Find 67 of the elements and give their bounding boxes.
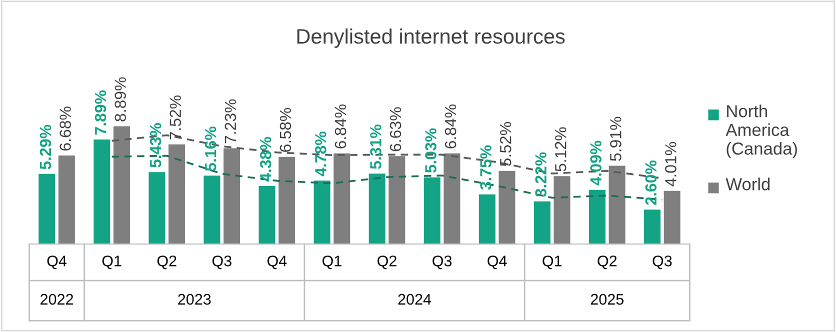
data-label: 6.58% (280, 108, 292, 152)
data-label: 7.23% (224, 99, 236, 144)
bar (314, 180, 330, 244)
x-tick-label: Q1 (542, 256, 562, 270)
data-label: 6.84% (334, 104, 346, 148)
bar (588, 190, 606, 244)
text: 2023 (178, 294, 211, 305)
bar (424, 177, 440, 244)
x-tick-label: Q2 (157, 256, 176, 270)
text: 2024 (398, 294, 432, 305)
data-label: 8.89% (114, 77, 126, 122)
data-label: 5.31% (370, 124, 382, 169)
x-tick-label: Q1 (322, 256, 342, 270)
data-label: 5.52% (500, 122, 512, 166)
bar (278, 156, 296, 244)
bar (148, 172, 166, 244)
data-label: 7.52% (170, 95, 182, 140)
x-tick-label: Q3 (432, 256, 452, 270)
bar (478, 194, 496, 244)
bar (38, 174, 56, 244)
data-label: 3.75% (480, 145, 492, 190)
data-label: 4.38% (260, 136, 272, 182)
data-label: 5.43% (150, 123, 162, 168)
x-tick-label: Q3 (212, 256, 232, 270)
legend-label: World (726, 178, 770, 190)
x-tick-label: Q4 (47, 256, 67, 270)
data-label: 5.03% (425, 128, 436, 173)
x-tick-label: Q2 (598, 256, 617, 270)
bar (113, 126, 130, 244)
data-label: 5.29% (40, 124, 52, 170)
data-label: 6.84% (444, 104, 456, 148)
bar (534, 201, 550, 244)
bar (334, 153, 350, 244)
data-label: 4.78% (315, 132, 326, 176)
bar (444, 153, 460, 244)
data-label: 5.12% (554, 127, 566, 172)
bar (498, 170, 516, 244)
data-label: 6.63% (390, 107, 402, 152)
bar (168, 144, 186, 244)
data-label: 4.09% (590, 140, 602, 186)
x-tick-label: Q4 (488, 256, 507, 270)
bar (94, 139, 110, 244)
bar (608, 166, 626, 244)
data-label: 7.89% (94, 90, 106, 135)
x-tick-label: Q2 (378, 256, 396, 270)
data-label: 5.91% (610, 116, 622, 161)
bar (644, 210, 661, 244)
x-tick-label: Q1 (102, 256, 122, 270)
x-tick-label: Q3 (652, 256, 672, 270)
bar (258, 186, 276, 244)
text: 2025 (590, 294, 624, 305)
data-label: 3.22% (535, 152, 547, 197)
bar (554, 176, 570, 244)
bar (388, 156, 406, 244)
chart-title: Denylisted internet resources (297, 28, 565, 48)
bar (664, 190, 680, 244)
text: 2022 (40, 294, 74, 305)
data-label: 4.01% (665, 142, 676, 186)
data-label: 2.60% (645, 160, 657, 205)
data-label: 6.68% (60, 106, 71, 151)
bar (224, 148, 240, 244)
bar (58, 156, 75, 244)
bar (368, 174, 386, 244)
x-tick-label: Q4 (267, 256, 287, 270)
legend-label: North America (Canada) (726, 104, 797, 158)
data-label: 5.16% (204, 126, 216, 171)
bar (204, 176, 220, 244)
